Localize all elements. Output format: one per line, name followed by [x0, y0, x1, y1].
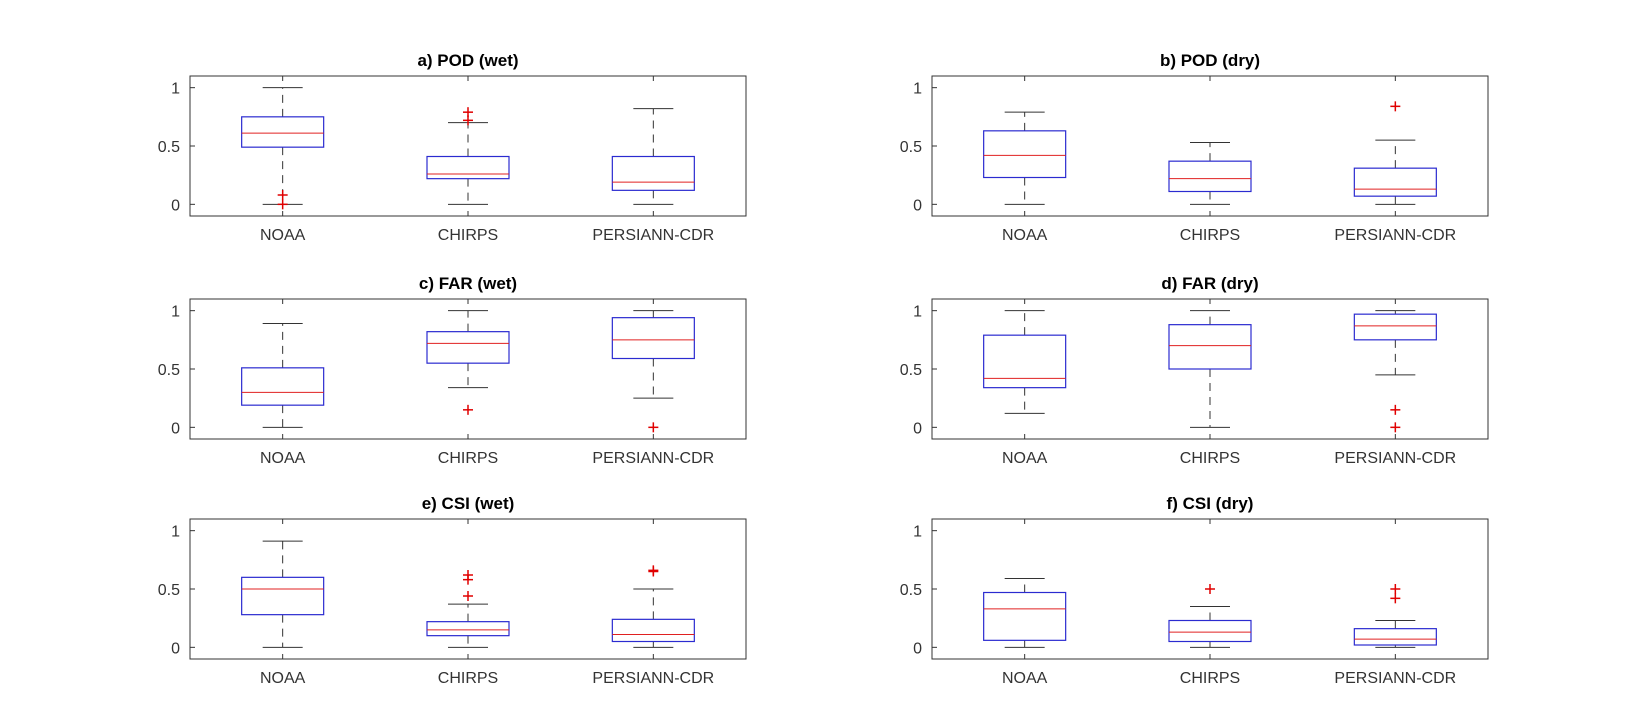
outlier-marker [1390, 593, 1401, 604]
x-tick-label: CHIRPS [1180, 450, 1240, 467]
box [426, 331, 510, 364]
y-tick-label: 0.5 [900, 362, 922, 379]
subplot-3: c) FAR (wet) 0 0.5 1 NOAA CHIRPS PERSIANN-CDR [158, 274, 747, 467]
box [1168, 619, 1252, 643]
y-tick-label: 1 [171, 81, 180, 98]
y-tick-label: 0 [913, 640, 922, 657]
subplot-title: f) CSI (dry) [1167, 494, 1254, 513]
y-tick-label: 0 [913, 420, 922, 437]
y-tick-label: 0 [171, 197, 180, 214]
box [426, 621, 510, 637]
x-tick-label: PERSIANN-CDR [1334, 670, 1456, 687]
box [1353, 628, 1437, 646]
box [241, 116, 325, 148]
y-tick-label: 1 [913, 304, 922, 321]
y-tick-label: 1 [171, 524, 180, 541]
x-tick-label: PERSIANN-CDR [592, 227, 714, 244]
box [241, 367, 325, 406]
y-tick-label: 0.5 [900, 139, 922, 156]
x-tick-label: NOAA [1002, 450, 1048, 467]
x-tick-label: NOAA [260, 450, 306, 467]
subplot-6: f) CSI (dry) 0 0.5 1 NOAA CHIRPS PERSIANN-CDR [900, 494, 1489, 687]
outlier-marker [1390, 584, 1401, 594]
subplot-4: d) FAR (dry) 0 0.5 1 NOAA CHIRPS PERSIANN-CDR [900, 274, 1489, 467]
subplot-title: b) POD (dry) [1160, 51, 1260, 70]
box [1168, 324, 1252, 370]
subplot-title: d) FAR (dry) [1161, 274, 1258, 293]
box [983, 334, 1067, 389]
y-tick-label: 1 [913, 81, 922, 98]
outlier-marker [648, 422, 659, 433]
outlier-marker [1390, 422, 1401, 433]
outlier-marker [1390, 404, 1401, 415]
box [983, 591, 1067, 641]
outlier-marker [277, 199, 288, 210]
x-tick-label: CHIRPS [1180, 670, 1240, 687]
x-tick-label: NOAA [1002, 227, 1048, 244]
x-tick-label: NOAA [260, 670, 306, 687]
box [241, 576, 325, 616]
y-tick-label: 0.5 [158, 582, 180, 599]
subplot-1: a) POD (wet) 0 0.5 1 NOAA CHIRPS PERSIANN-CDR [158, 51, 747, 244]
outlier-marker [648, 565, 659, 576]
x-tick-label: PERSIANN-CDR [592, 450, 714, 467]
x-tick-label: CHIRPS [1180, 227, 1240, 244]
x-tick-label: CHIRPS [438, 227, 498, 244]
outlier-marker [1205, 584, 1215, 594]
y-tick-label: 0 [171, 640, 180, 657]
y-tick-label: 0.5 [158, 362, 180, 379]
subplot-2: b) POD (dry) 0 0.5 1 NOAA CHIRPS PERSIANN-CDR [900, 51, 1489, 244]
x-tick-label: CHIRPS [438, 670, 498, 687]
outlier-marker [1390, 101, 1401, 112]
box [1353, 313, 1437, 341]
y-tick-label: 1 [913, 524, 922, 541]
outlier-marker [463, 404, 473, 415]
y-tick-label: 0 [913, 197, 922, 214]
x-tick-label: CHIRPS [438, 450, 498, 467]
outlier-marker [463, 591, 473, 601]
subplot-title: c) FAR (wet) [419, 274, 517, 293]
box [1168, 160, 1252, 193]
box [611, 317, 695, 360]
y-tick-label: 0.5 [158, 139, 180, 156]
y-tick-label: 1 [171, 304, 180, 321]
x-tick-label: PERSIANN-CDR [592, 670, 714, 687]
box [611, 155, 695, 191]
box [983, 130, 1067, 179]
x-tick-label: PERSIANN-CDR [1334, 227, 1456, 244]
y-tick-label: 0.5 [900, 582, 922, 599]
x-tick-label: NOAA [260, 227, 306, 244]
box [1353, 167, 1437, 197]
subplot-title: a) POD (wet) [417, 51, 518, 70]
y-tick-label: 0 [171, 420, 180, 437]
outlier-marker [463, 107, 473, 118]
outlier-marker [463, 570, 473, 580]
x-tick-label: NOAA [1002, 670, 1048, 687]
x-tick-label: PERSIANN-CDR [1334, 450, 1456, 467]
outlier-marker [277, 190, 288, 200]
box [611, 618, 695, 643]
subplot-5: e) CSI (wet) 0 0.5 1 NOAA CHIRPS PERSIANN-CDR [158, 494, 747, 687]
box [426, 155, 510, 180]
subplot-title: e) CSI (wet) [422, 494, 515, 513]
